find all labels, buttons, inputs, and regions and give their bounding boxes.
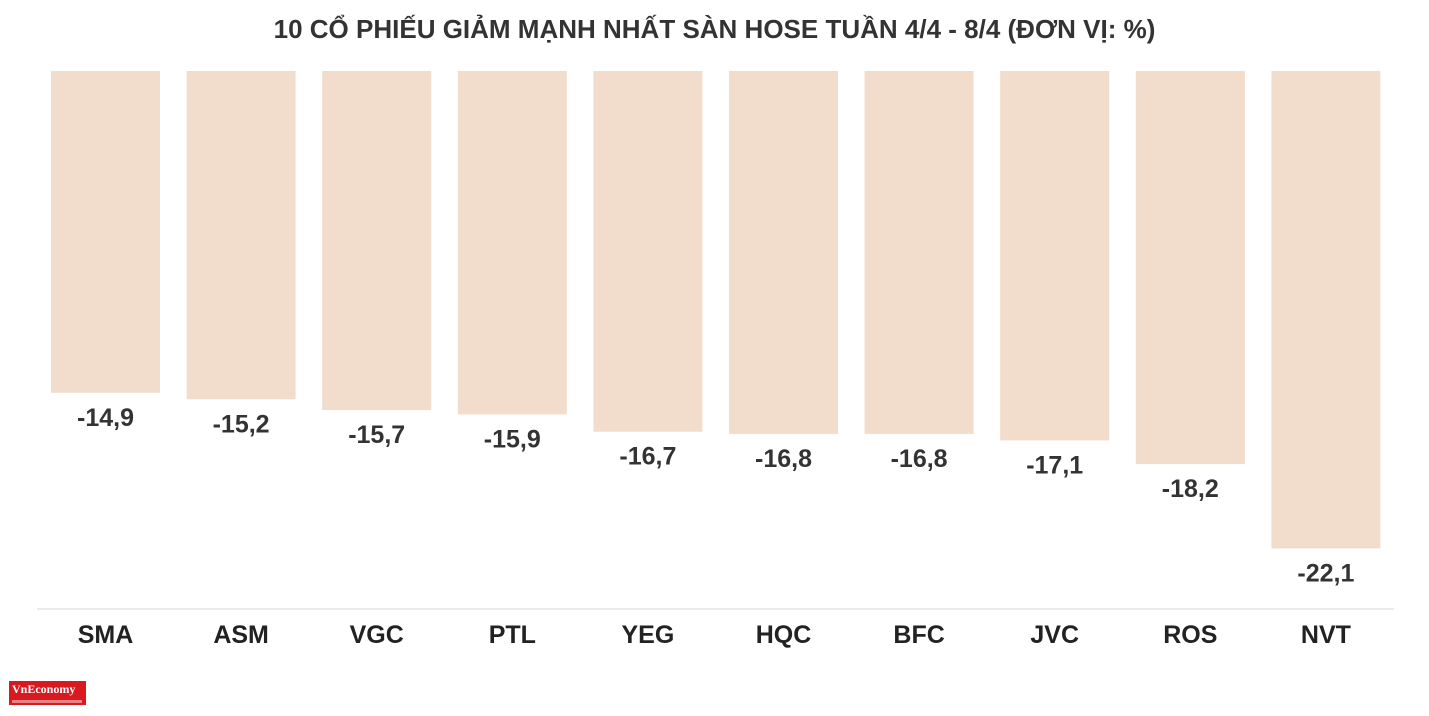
bar-ros <box>1135 71 1245 465</box>
chart-title: 10 CỔ PHIẾU GIẢM MẠNH NHẤT SÀN HOSE TUẦN… <box>273 14 1156 44</box>
value-label-yeg: -16,7 <box>619 443 676 471</box>
value-label-asm: -15,2 <box>213 410 270 438</box>
logo-text: VnEconomy <box>12 682 76 696</box>
bar-yeg <box>593 71 703 432</box>
value-label-ros: -18,2 <box>1162 475 1219 503</box>
bar-bfc <box>864 71 974 434</box>
value-label-vgc: -15,7 <box>348 421 405 449</box>
category-label-bfc: BFC <box>893 621 944 649</box>
bar-sma <box>51 71 160 393</box>
category-label-jvc: JVC <box>1030 621 1079 649</box>
bar-asm <box>186 71 296 400</box>
category-label-asm: ASM <box>213 621 269 649</box>
value-label-nvt: -22,1 <box>1297 559 1354 587</box>
bar-nvt <box>1271 71 1381 549</box>
category-label-yeg: YEG <box>622 621 675 649</box>
value-label-hqc: -16,8 <box>755 445 812 473</box>
category-label-vgc: VGC <box>350 621 404 649</box>
logo-tagline-bar <box>12 700 82 703</box>
value-label-ptl: -15,9 <box>484 425 541 453</box>
labels-layer: -14,9 SMA -15,2 ASM -15,7 VGC -15,9 PTL -16,7 YEG… <box>77 404 1354 649</box>
bar-jvc <box>1000 71 1110 441</box>
bars-layer <box>51 71 1381 549</box>
category-label-hqc: HQC <box>756 621 812 649</box>
value-label-jvc: -17,1 <box>1026 451 1083 479</box>
vneconomy-logo: VnEconomy <box>9 681 86 705</box>
category-label-ptl: PTL <box>489 621 536 649</box>
bar-ptl <box>457 71 567 415</box>
bar-vgc <box>322 71 432 411</box>
value-label-bfc: -16,8 <box>891 445 948 473</box>
category-label-sma: SMA <box>78 621 134 649</box>
category-label-ros: ROS <box>1163 621 1217 649</box>
category-label-nvt: NVT <box>1301 621 1351 649</box>
bar-hqc <box>729 71 838 434</box>
value-label-sma: -14,9 <box>77 404 134 432</box>
